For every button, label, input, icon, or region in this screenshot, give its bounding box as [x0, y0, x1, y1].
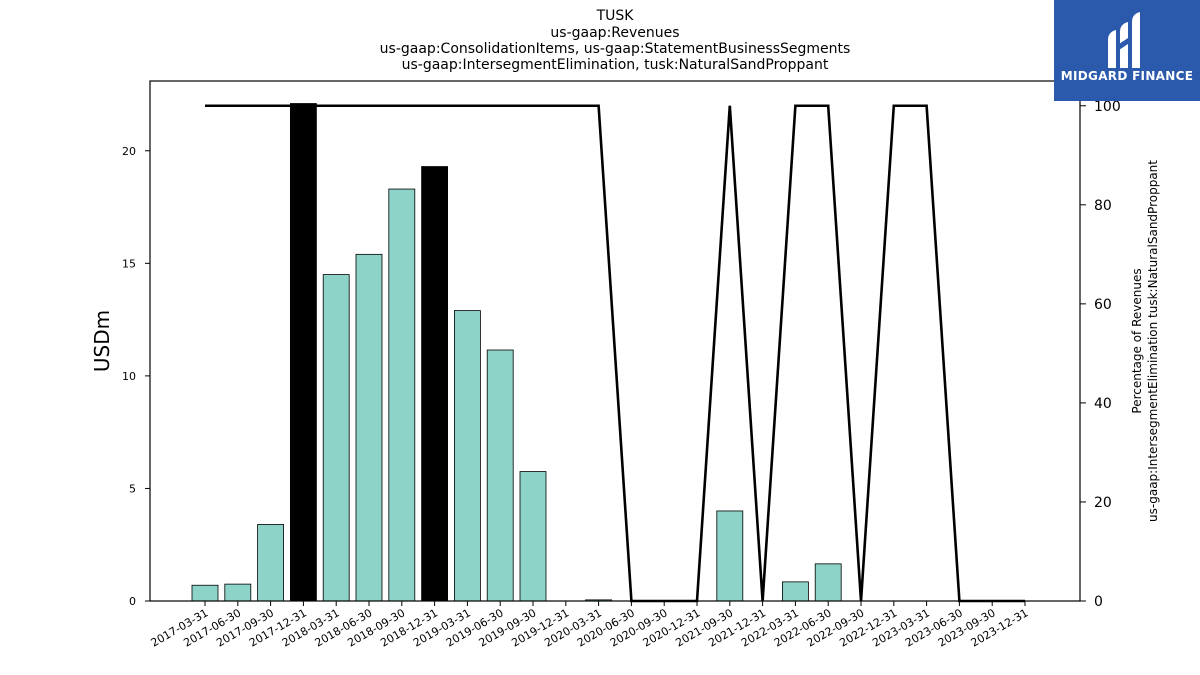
secondary-y-axis-label: Percentage of Revenues us-gaap:Intersegme… [1130, 160, 1160, 522]
y-tick-label: 5 [129, 482, 136, 495]
bar [486, 349, 514, 602]
y2-tick-label: 20 [1094, 495, 1112, 511]
chart-title: TUSK [596, 8, 635, 24]
bar [782, 581, 809, 602]
percentage-line-series [205, 104, 1025, 603]
secondary-y-axis-label-line: us-gaap:IntersegmentElimination tusk:Nat… [1146, 160, 1160, 522]
bar [289, 103, 317, 602]
secondary-y-axis-label-line: Percentage of Revenues [1130, 268, 1144, 413]
bar [453, 310, 481, 602]
y2-tick-label: 60 [1094, 297, 1112, 313]
left-y-axis: 0 5 10 15 20 [122, 145, 150, 608]
percentage-line [205, 104, 1025, 603]
chart-subtitle-axes: us-gaap:ConsolidationItems, us-gaap:Stat… [380, 41, 851, 57]
chart-subtitle-members: us-gaap:IntersegmentElimination, tusk:Na… [402, 57, 829, 73]
bar [519, 471, 547, 602]
bar [388, 188, 416, 602]
bar [716, 510, 744, 602]
right-y-axis: 0 20 40 60 80 100 [1080, 99, 1121, 610]
plot-frame [149, 80, 1081, 602]
bar [421, 166, 449, 602]
bar [191, 584, 219, 602]
y2-tick-label: 100 [1094, 99, 1121, 115]
y2-tick-label: 80 [1094, 198, 1112, 214]
y-tick-label: 15 [122, 257, 136, 270]
bar [224, 583, 252, 602]
bar [257, 524, 285, 602]
y-tick-label: 20 [122, 145, 136, 158]
chart-title-block: TUSK us-gaap:Revenues us-gaap:Consolidat… [380, 8, 851, 73]
midgard-finance-logo: MIDGARD FINANCE [1054, 0, 1200, 101]
y-tick-label: 10 [122, 370, 136, 383]
bar [355, 253, 383, 602]
y2-tick-label: 40 [1094, 396, 1112, 412]
y2-tick-label: 0 [1094, 594, 1103, 610]
logo-text: MIDGARD FINANCE [1060, 69, 1194, 83]
y-axis-label: USDm [90, 310, 114, 372]
chart-subtitle-concept: us-gaap:Revenues [550, 25, 679, 41]
bar [814, 563, 842, 602]
midgard-logo-icon [1108, 12, 1140, 68]
x-axis: 2017-03-312017-06-302017-09-302017-12-31… [149, 601, 1031, 650]
y-tick-label: 0 [129, 595, 136, 608]
bar [322, 274, 350, 602]
bar-series [191, 103, 842, 602]
